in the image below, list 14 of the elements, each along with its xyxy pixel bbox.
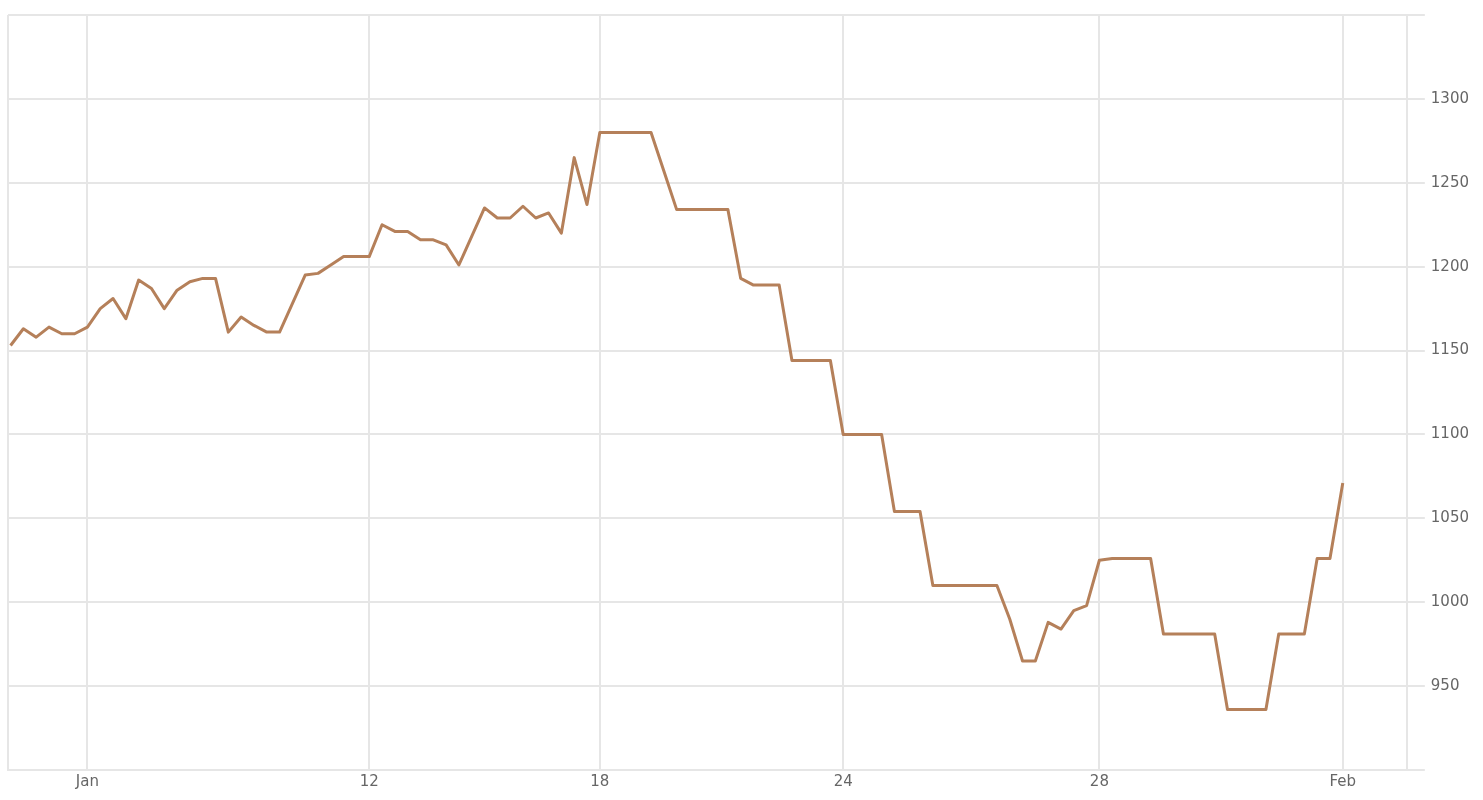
y-tick-label: 1050 bbox=[1430, 508, 1470, 527]
x-tick-label: 24 bbox=[833, 771, 853, 790]
y-tick-label: 1150 bbox=[1430, 340, 1470, 359]
x-tick-label: Jan bbox=[74, 771, 99, 790]
y-tick-label: 1300 bbox=[1430, 88, 1470, 107]
y-tick-label: 1200 bbox=[1430, 256, 1470, 275]
x-tick-label: 12 bbox=[359, 771, 379, 790]
x-tick-label: Feb bbox=[1329, 771, 1357, 790]
y-tick-label: 1100 bbox=[1430, 424, 1470, 443]
y-tick-label: 950 bbox=[1430, 676, 1460, 694]
x-tick-label: 28 bbox=[1089, 771, 1109, 790]
y-tick-label: 1000 bbox=[1430, 592, 1470, 611]
x-tick-label: 18 bbox=[590, 771, 610, 790]
y-tick-label: 1250 bbox=[1430, 172, 1470, 191]
